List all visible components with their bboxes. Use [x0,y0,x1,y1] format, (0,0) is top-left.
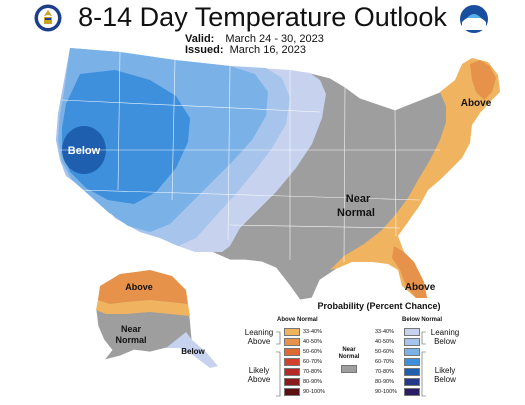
noaa-logo-icon [459,4,489,34]
legend-below-label: 60-70% [375,359,394,365]
legend-below-swatch [404,328,420,336]
legend-below-label: 90-100% [375,389,398,395]
legend-above-header: Above Normal [277,317,318,323]
conus-above-40-50-florida [392,246,427,298]
legend-above-label: 80-90% [303,379,322,385]
legend-near-normal: Near Normal [338,347,360,360]
legend-likely-above: Likely Above [247,366,271,384]
legend-below-swatch [404,338,420,346]
probability-legend: Probability (Percent Chance) Above Norma… [244,297,514,405]
page-title: 8-14 Day Temperature Outlook [78,2,447,32]
valid-label: Valid: [185,33,215,45]
legend-below-label: 50-60% [375,349,394,355]
alaska-below [166,332,218,368]
legend-leaning-below: Leaning Below [430,328,460,346]
legend-above-swatch [284,378,300,386]
legend-above-swatch [284,348,300,356]
label-center-normal: Normal [337,207,375,219]
valid-value: March 24 - 30, 2023 [225,33,324,45]
legend-above-label: 40-50% [303,339,322,345]
legend-above-label: 50-60% [303,349,322,355]
issued-date: Issued: March 16, 2023 [185,44,306,56]
legend-above-label: 60-70% [303,359,322,365]
conus-above-40-50-northeast [470,60,496,100]
label-alaska-normal: Normal [115,335,146,345]
legend-above-swatch [284,328,300,336]
legend-below-swatch [404,368,420,376]
state-boundaries [60,51,440,263]
legend-above-swatch [284,338,300,346]
issued-value: March 16, 2023 [229,44,307,56]
label-northeast-above: Above [461,98,492,109]
conus-above-33-40 [330,58,500,298]
alaska-above [98,270,188,304]
legend-above-swatch [284,368,300,376]
label-florida-above: Above [405,282,436,293]
legend-above-label: 70-80% [303,369,322,375]
legend-above-label: 33-40% [303,329,322,335]
legend-below-label: 70-80% [375,369,394,375]
legend-below-swatch [404,348,420,356]
legend-below-swatch [404,378,420,386]
legend-likely-below: Likely Below [434,366,456,384]
alaska-above-light [96,300,190,316]
issued-label: Issued: [185,44,224,56]
label-alaska-above: Above [125,282,153,292]
legend-leaning-above: Leaning Above [244,328,274,346]
legend-above-label: 90-100% [303,389,326,395]
label-alaska-near: Near [121,324,142,334]
legend-below-label: 33-40% [375,329,394,335]
valid-dates: Valid: March 24 - 30, 2023 [185,33,324,45]
legend-below-swatch [404,388,420,396]
legend-above-swatch [284,358,300,366]
label-center-near: Near [346,193,371,205]
legend-below-swatch [404,358,420,366]
legend-title: Probability (Percent Chance) [317,301,441,311]
legend-brackets [276,331,426,397]
legend-above-swatch [284,388,300,396]
legend-near-swatch [341,365,357,373]
department-of-commerce-seal-icon [34,4,62,32]
label-west-below: Below [68,145,101,157]
label-alaska-below: Below [181,347,205,356]
legend-below-label: 80-90% [375,379,394,385]
legend-below-label: 40-50% [375,339,394,345]
legend-below-header: Below Normal [402,317,443,323]
